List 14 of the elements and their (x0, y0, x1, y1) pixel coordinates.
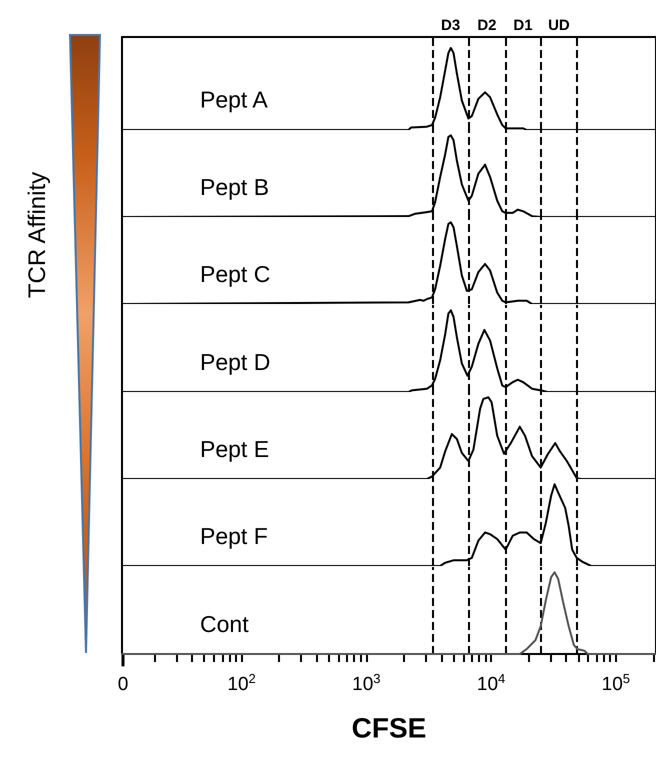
series-label: Pept B (200, 174, 270, 200)
text: D2 (477, 17, 497, 34)
series-label: Pept F (200, 523, 268, 550)
series-label: Pept A (200, 86, 268, 112)
series-label: Pept D (200, 348, 270, 374)
x-tick-label: 0 (118, 673, 128, 694)
text: D1 (513, 17, 533, 34)
text: D3 (440, 17, 460, 34)
series-label: Cont (200, 610, 250, 636)
series-label: Pept C (200, 261, 270, 288)
y-axis-title: TCR Affinity (24, 172, 52, 298)
series-label: Pept E (200, 436, 270, 462)
x-axis-title: CFSE (352, 712, 426, 744)
text: UD (548, 17, 570, 34)
